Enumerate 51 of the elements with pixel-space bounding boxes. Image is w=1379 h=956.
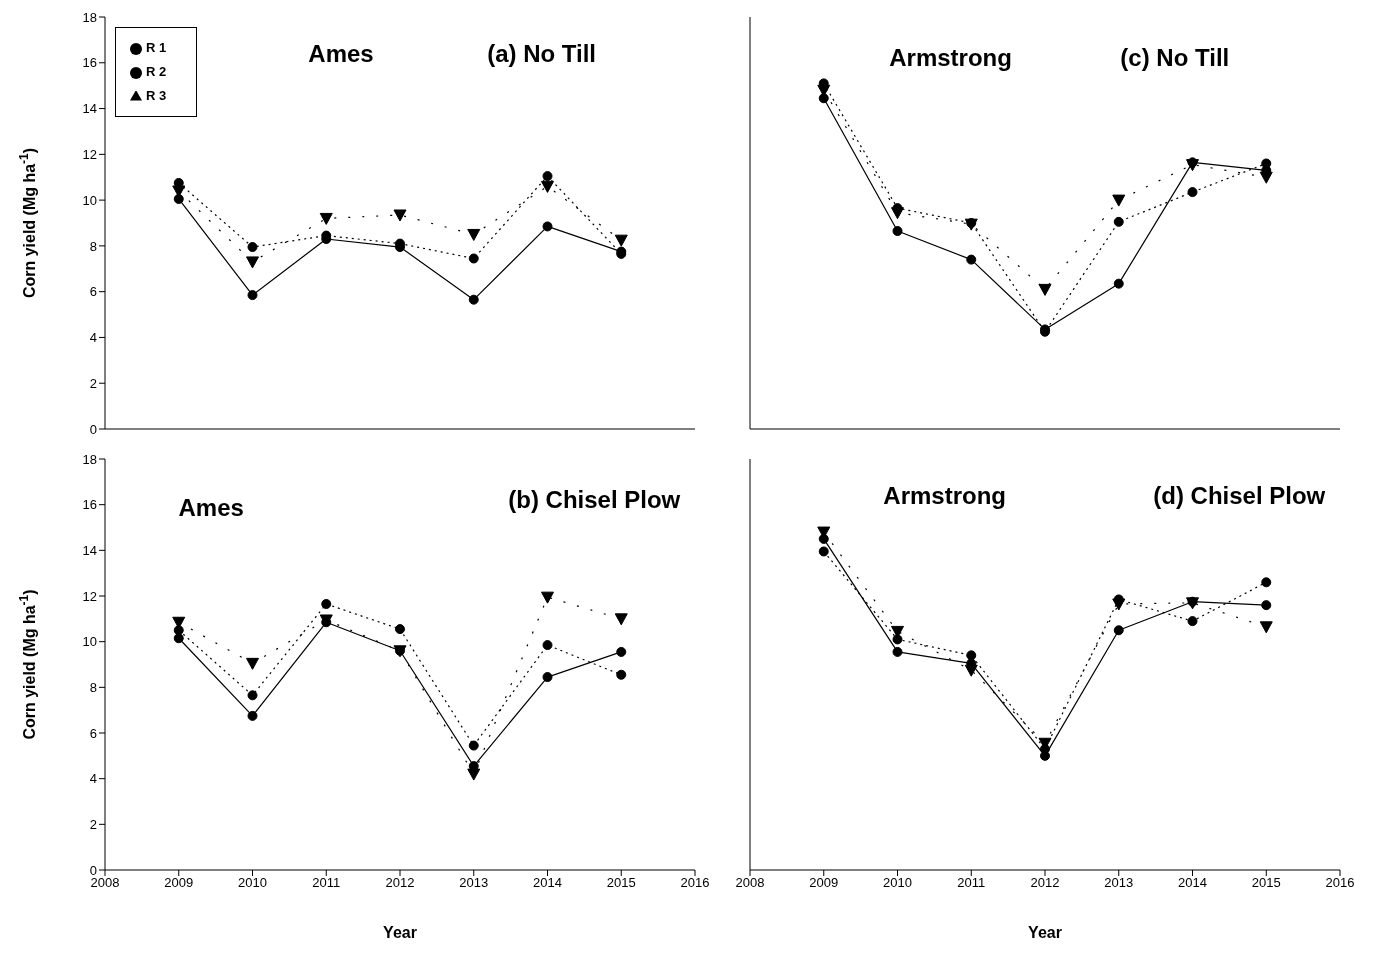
x-tick-label: 2014 — [1178, 875, 1207, 891]
legend-label: R 2 — [146, 64, 167, 79]
text: (d) Chisel Plow — [1153, 481, 1326, 510]
y-tick-label: 2 — [89, 816, 97, 832]
x-tick-label: 2014 — [533, 875, 562, 891]
y-tick-label: 8 — [89, 238, 97, 254]
x-tick-label: 2011 — [312, 875, 341, 891]
x-axis-title: Year — [1028, 924, 1062, 941]
y-tick-label: 18 — [82, 9, 97, 25]
annotation: Armstrong — [883, 481, 1007, 510]
text: (b) Chisel Plow — [508, 486, 681, 515]
x-tick-label: 2012 — [385, 875, 415, 891]
y-tick-label: 18 — [82, 451, 97, 467]
y-tick-label: 6 — [89, 725, 97, 741]
legend-label: R 1 — [146, 40, 167, 55]
x-tick-label: 2010 — [238, 875, 267, 891]
y-tick-label: 16 — [82, 55, 97, 71]
x-tick-label: 2015 — [1251, 875, 1281, 891]
y-tick-label: 14 — [82, 101, 97, 117]
y-tick-label: 10 — [82, 634, 97, 650]
y-tick-label: 2 — [89, 375, 97, 391]
y-tick-label: 12 — [82, 146, 97, 162]
x-tick-label: 2013 — [459, 875, 489, 891]
y-tick-label: 12 — [82, 588, 97, 604]
x-tick-label: 2012 — [1030, 875, 1060, 891]
y-tick-label: 14 — [82, 542, 97, 558]
x-axis-title: Year — [383, 924, 417, 941]
annotation: Ames — [308, 40, 374, 69]
x-tick-label: 2008 — [735, 875, 765, 891]
x-tick-label: 2015 — [606, 875, 636, 891]
legend-label: R 3 — [146, 88, 167, 103]
y-tick-label: 0 — [89, 862, 97, 878]
y-tick-label: 0 — [89, 421, 97, 437]
x-tick-label: 2011 — [957, 875, 986, 891]
x-tick-label: 2016 — [1325, 875, 1355, 891]
text: (a) No Till — [487, 40, 597, 69]
x-tick-label: 2009 — [809, 875, 839, 891]
y-tick-label: 6 — [89, 284, 97, 300]
y-tick-label: 16 — [82, 497, 97, 513]
y-tick-label: 10 — [82, 192, 97, 208]
x-tick-label: 2010 — [883, 875, 912, 891]
y-tick-label: 4 — [89, 330, 97, 346]
annotation: Armstrong — [889, 44, 1012, 73]
x-tick-label: 2008 — [90, 875, 120, 891]
y-tick-label: 4 — [89, 771, 97, 787]
text: (c) No Till — [1120, 44, 1230, 73]
y-tick-label: 8 — [89, 679, 97, 695]
x-tick-label: 2013 — [1104, 875, 1134, 891]
x-tick-label: 2009 — [164, 875, 194, 891]
x-tick-label: 2016 — [680, 875, 710, 891]
annotation: Ames — [178, 494, 244, 523]
